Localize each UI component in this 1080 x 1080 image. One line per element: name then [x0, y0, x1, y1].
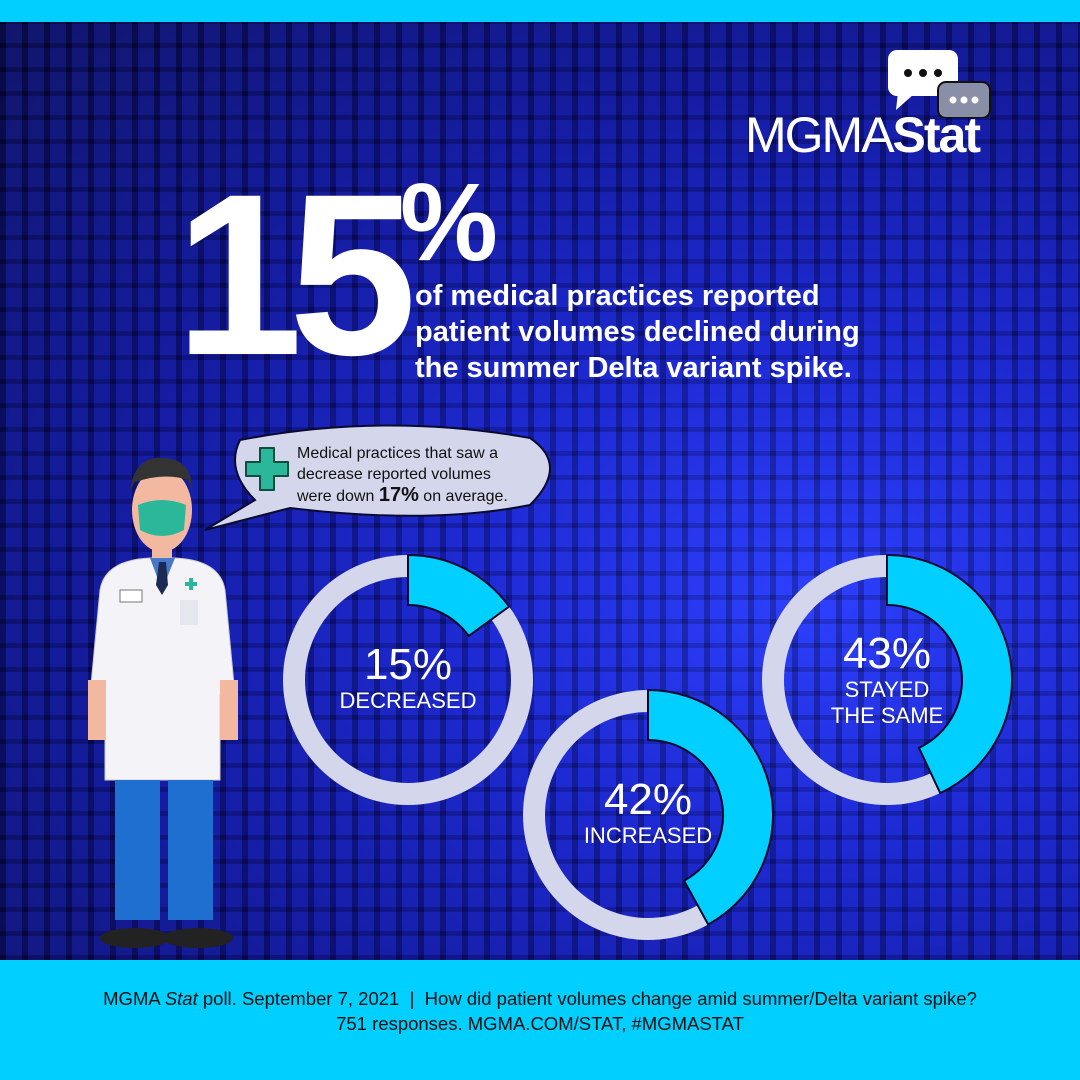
- callout-line: were down 17% on average.: [297, 485, 508, 507]
- donut-category: DECREASED: [339, 688, 477, 713]
- donut-label: 15% DECREASED: [308, 642, 508, 714]
- headline-text: of medical practices reported patient vo…: [415, 278, 860, 386]
- donut-label: 42% INCREASED: [548, 777, 748, 849]
- headline-line: of medical practices reported: [415, 280, 820, 312]
- donut-value: 42%: [603, 775, 693, 824]
- headline-line: the summer Delta variant spike.: [415, 352, 852, 384]
- callout-line: Medical practices that saw a: [297, 445, 498, 462]
- donut-value: 43%: [842, 629, 932, 678]
- logo: MGMAStat: [745, 48, 1005, 163]
- donut-value: 15%: [363, 640, 453, 689]
- logo-text-mgma: MGMA: [745, 107, 895, 163]
- callout-text-post: on average.: [418, 488, 508, 505]
- logo-text-stat: Stat: [892, 107, 981, 163]
- medical-cross-icon: [245, 447, 289, 491]
- headline-line: patient volumes declined during: [415, 316, 860, 348]
- top-bar: [0, 0, 1080, 22]
- donut-label: 43% STAYED THE SAME: [787, 631, 987, 729]
- speech-bubble: [204, 424, 551, 531]
- footer-question: poll. September 7, 2021 | How did patien…: [197, 988, 977, 1009]
- donut-category: STAYED: [844, 677, 930, 702]
- callout-text-pre: were down: [297, 488, 379, 505]
- big-number-percent: %: [400, 161, 498, 284]
- donut-category: THE SAME: [830, 703, 944, 728]
- footer-line-2: 751 responses. MGMA.COM/STAT, #MGMASTAT: [336, 1013, 744, 1034]
- footer: MGMA Stat poll. September 7, 2021 | How …: [0, 960, 1080, 1080]
- footer-line-1: MGMA Stat poll. September 7, 2021 | How …: [0, 986, 1080, 1011]
- donut-category: INCREASED: [583, 823, 713, 848]
- doctor-illustration: [88, 457, 238, 948]
- callout-highlight: 17%: [378, 484, 419, 506]
- chat-bubbles-icon: [888, 50, 991, 118]
- big-number: 15: [175, 146, 417, 403]
- footer-stat: Stat: [164, 988, 198, 1009]
- callout-line: decrease reported volumes: [297, 466, 491, 483]
- footer-text: MGMA: [103, 988, 165, 1009]
- callout-text: Medical practices that saw a decrease re…: [297, 443, 508, 507]
